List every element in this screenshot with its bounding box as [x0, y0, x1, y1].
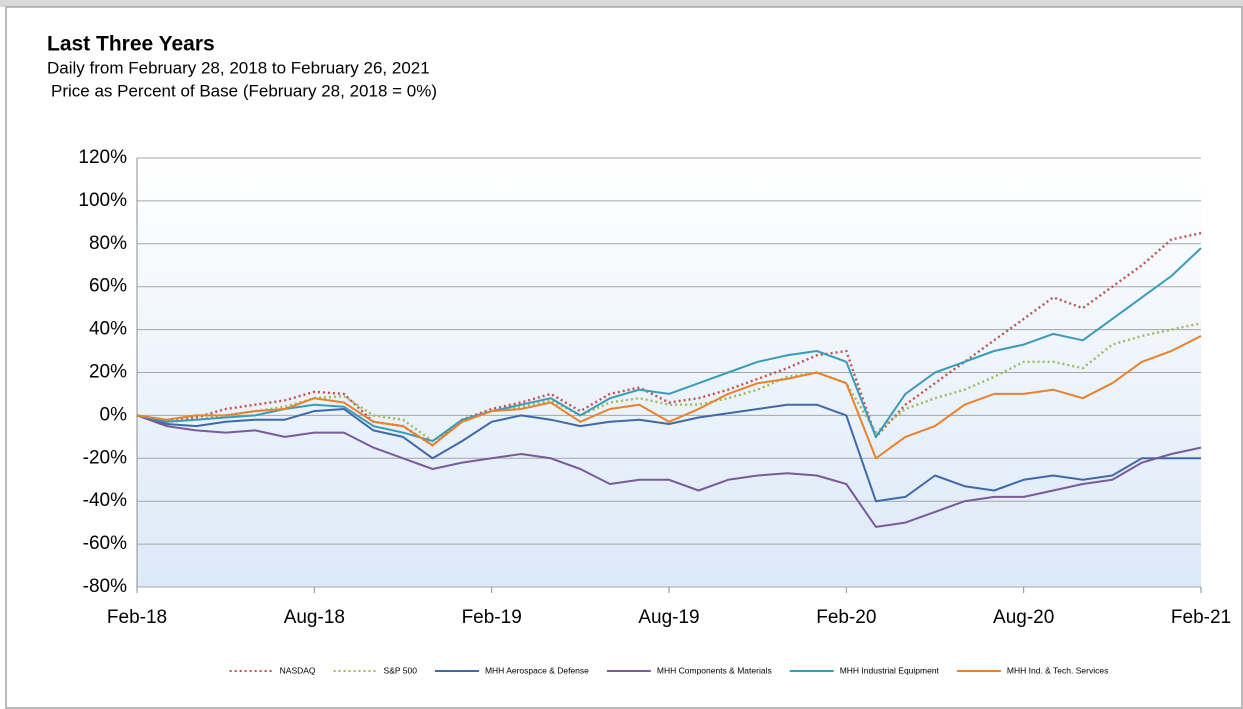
x-tick-label: Aug-19	[638, 607, 699, 628]
legend-label: MHH Ind. & Tech. Services	[1007, 665, 1108, 675]
legend-label: S&P 500	[384, 665, 418, 675]
legend-label: NASDAQ	[280, 665, 316, 675]
legend-label: MHH Aerospace & Defense	[485, 665, 589, 675]
chart-subtitle: Daily from February 28, 2018 to February…	[47, 58, 430, 77]
series-line	[136, 247, 1202, 443]
x-tick-label: Feb-21	[1171, 607, 1231, 628]
y-tick-label: -60%	[83, 533, 127, 554]
y-tick-label: 100%	[78, 190, 127, 211]
y-tick-label: -80%	[83, 576, 127, 597]
y-axis-label: Price as Percent of Base (February 28, 2…	[51, 81, 437, 100]
y-tick-label: 120%	[78, 147, 127, 168]
x-tick-label: Feb-18	[107, 607, 167, 628]
y-tick-label: -40%	[83, 490, 127, 511]
x-tick-label: Aug-20	[993, 607, 1054, 628]
series-line	[136, 231, 1202, 447]
y-tick-label: 60%	[89, 276, 127, 297]
series-line	[136, 335, 1202, 460]
y-tick-label: 0%	[100, 404, 128, 425]
y-tick-label: 20%	[89, 362, 127, 383]
legend-label: MHH Industrial Equipment	[840, 665, 940, 675]
y-tick-label: 80%	[89, 233, 127, 254]
x-tick-label: Aug-18	[284, 607, 345, 628]
top-bar	[0, 0, 1243, 7]
series-line	[136, 403, 1201, 503]
series-line	[136, 414, 1202, 528]
x-tick-label: Feb-19	[462, 607, 522, 628]
y-tick-label: -20%	[83, 447, 127, 468]
legend-label: MHH Components & Materials	[657, 665, 772, 675]
y-tick-label: 40%	[89, 319, 127, 340]
chart-title: Last Three Years	[47, 33, 215, 56]
x-tick-label: Feb-20	[816, 607, 876, 628]
